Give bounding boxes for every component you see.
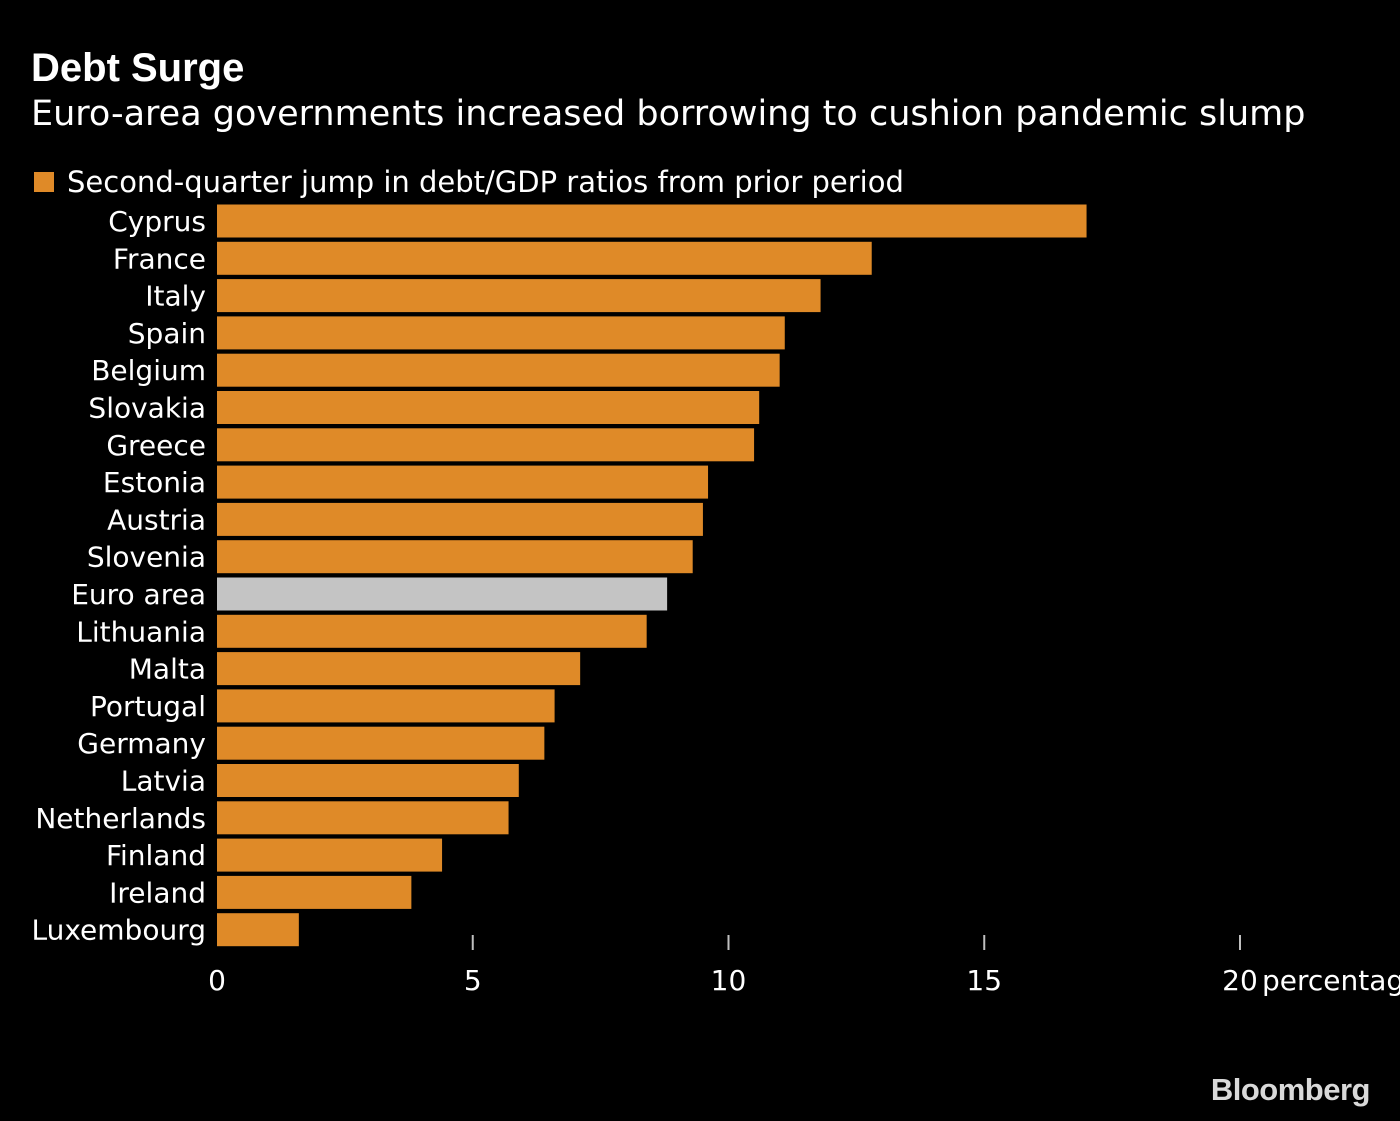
bar-slovakia (217, 391, 760, 424)
bar-lithuania (217, 614, 647, 648)
category-label-portugal: Portugal (90, 690, 206, 723)
bar-france (217, 241, 872, 275)
category-label-luxembourg: Luxembourg (31, 914, 206, 947)
x-tick-label-20: 20 (1222, 964, 1258, 997)
bar-austria (217, 502, 703, 536)
category-label-euro-area: Euro area (71, 578, 206, 611)
bloomberg-logo: Bloomberg (1210, 1072, 1371, 1107)
category-label-spain: Spain (128, 317, 206, 350)
bar-italy (217, 279, 821, 313)
legend-swatch (34, 172, 54, 192)
category-label-ireland: Ireland (109, 876, 206, 909)
x-tick-label-0: 0 (208, 964, 226, 997)
category-label-cyprus: Cyprus (108, 205, 206, 238)
chart-subtitle: Euro-area governments increased borrowin… (31, 94, 1306, 134)
x-tick-label-10: 10 (711, 964, 747, 997)
bar-greece (217, 428, 755, 462)
bar-netherlands (217, 801, 509, 835)
legend: Second-quarter jump in debt/GDP ratios f… (34, 164, 904, 200)
bar-euro-area (217, 577, 668, 611)
chart-title: Debt Surge (31, 46, 245, 90)
category-label-austria: Austria (107, 503, 206, 536)
bar-estonia (217, 465, 709, 499)
category-label-lithuania: Lithuania (76, 615, 206, 648)
category-label-belgium: Belgium (91, 354, 206, 387)
category-label-finland: Finland (106, 839, 206, 872)
bar-belgium (217, 353, 780, 387)
category-label-estonia: Estonia (103, 466, 206, 499)
bar-slovenia (217, 540, 693, 574)
category-label-france: France (113, 242, 206, 275)
category-label-slovakia: Slovakia (88, 392, 206, 425)
bar-cyprus (217, 204, 1087, 238)
x-axis-label: percentage points (1262, 964, 1400, 997)
bar-latvia (217, 764, 519, 797)
category-label-germany: Germany (77, 727, 206, 760)
bar-portugal (217, 689, 555, 723)
category-label-netherlands: Netherlands (35, 802, 206, 835)
bar-ireland (217, 875, 412, 909)
bar-finland (217, 838, 443, 872)
legend-label: Second-quarter jump in debt/GDP ratios f… (67, 165, 904, 199)
category-label-latvia: Latvia (121, 765, 206, 798)
category-label-malta: Malta (129, 653, 206, 686)
bar-spain (217, 316, 785, 350)
category-label-greece: Greece (106, 429, 206, 462)
category-label-italy: Italy (145, 280, 206, 313)
category-label-slovenia: Slovenia (87, 541, 206, 574)
bar-luxembourg (217, 913, 299, 947)
bar-malta (217, 652, 581, 686)
bar-germany (217, 726, 545, 760)
x-tick-label-5: 5 (464, 964, 482, 997)
x-tick-label-15: 15 (966, 964, 1002, 997)
